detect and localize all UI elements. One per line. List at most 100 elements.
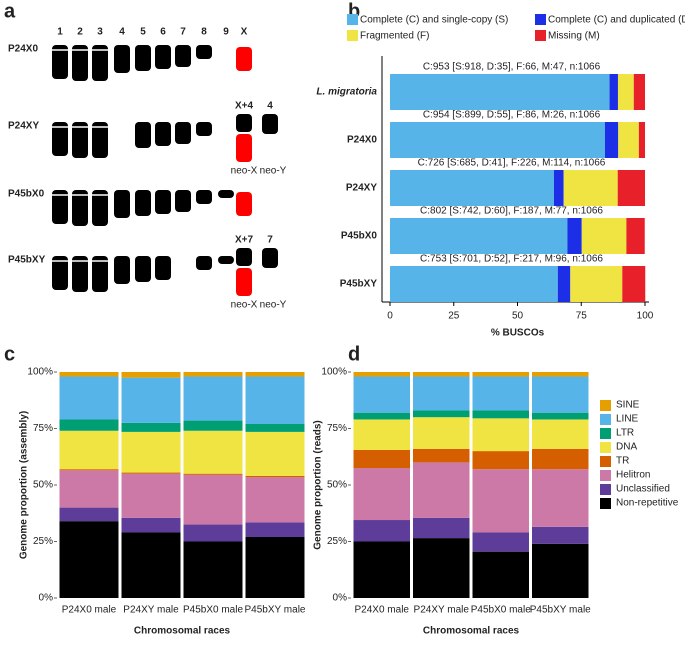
x-tick-label: P24XY male <box>123 605 179 616</box>
y-tick-label: 0% <box>333 593 348 604</box>
bar-segment <box>567 218 582 254</box>
chromosome-number: 7 <box>180 27 186 38</box>
bar-segment <box>183 430 243 474</box>
legend-swatch <box>600 442 611 453</box>
bar-segment <box>121 473 181 518</box>
chromosome <box>72 122 88 158</box>
bar-segment <box>390 74 610 110</box>
legend-swatch <box>600 400 611 411</box>
bar-segment <box>245 372 305 377</box>
y-tick-label: 75% <box>327 423 347 434</box>
bar-annotation: C:954 [S:899, D:55], F:86, M:26, n:1066 <box>423 110 601 121</box>
chromosome <box>262 114 278 134</box>
legend-swatch <box>535 30 546 41</box>
category-label: P45bX0 <box>341 231 378 242</box>
y-tick-label: 25% <box>33 536 53 547</box>
bar-segment <box>638 122 645 158</box>
bar-segment <box>245 423 305 432</box>
y-tick-label: 0% <box>39 593 54 604</box>
bar-segment <box>59 521 119 598</box>
x-tick-label: 25 <box>448 311 460 322</box>
bar-segment <box>121 372 181 378</box>
bar-segment <box>183 473 243 475</box>
bar-segment <box>626 218 645 254</box>
bar-segment <box>570 266 623 302</box>
x-tick-label: P24X0 male <box>355 605 410 616</box>
neo-x-part <box>236 134 252 162</box>
bar-segment <box>609 74 618 110</box>
bar-segment <box>245 376 305 424</box>
x-tick-label: 100 <box>637 311 654 322</box>
category-label: P24XY <box>346 183 377 194</box>
panel-label: d <box>348 343 360 365</box>
bar-segment <box>353 412 410 420</box>
legend-swatch <box>600 456 611 467</box>
category-label: P45bXY <box>340 279 378 290</box>
karyotype-label: P45bX0 <box>8 189 45 200</box>
bar-segment <box>532 543 589 598</box>
neo-y-number: 4 <box>267 101 273 112</box>
chromosome <box>114 45 130 73</box>
legend-swatch <box>600 428 611 439</box>
legend-swatch <box>600 414 611 425</box>
legend-label: Complete (C) and single-copy (S) <box>360 15 508 26</box>
chromosome-number: 1 <box>57 27 63 38</box>
y-tick-label: 50% <box>327 480 347 491</box>
bar-segment <box>617 74 634 110</box>
bar-segment <box>245 431 305 476</box>
chromosome-number: 4 <box>119 27 125 38</box>
bar-segment <box>353 372 410 377</box>
bar-segment <box>622 266 646 302</box>
legend-swatch <box>600 498 611 509</box>
x-axis-title: Chromosomal races <box>134 626 231 637</box>
bar-segment <box>183 372 243 377</box>
x-chromosome <box>236 47 252 71</box>
chromosome-number: 9 <box>223 27 229 38</box>
bar-segment <box>532 372 589 377</box>
chromosome <box>175 45 191 67</box>
x-tick-label: P45bX0 male <box>471 605 531 616</box>
bar-segment <box>245 522 305 537</box>
legend-label: Missing (M) <box>548 31 600 42</box>
bar-segment <box>472 469 529 533</box>
neo-y-number: 7 <box>267 235 273 246</box>
x-tick-label: P45bXY male <box>245 605 306 616</box>
bar-segment <box>390 122 605 158</box>
bar-segment <box>183 420 243 431</box>
bar-segment <box>413 372 470 377</box>
chromosome <box>52 45 68 79</box>
karyotype-label: P24XY <box>8 121 39 132</box>
legend-swatch <box>347 30 358 41</box>
bar-segment <box>59 376 119 420</box>
bar-segment <box>353 468 410 521</box>
chromosome <box>114 190 130 218</box>
bar-annotation: C:753 [S:701, D:52], F:217, M:96, n:1066 <box>420 254 603 265</box>
bar-segment <box>59 372 119 377</box>
karyotype-label: P45bXY <box>8 255 46 266</box>
bar-segment <box>413 410 470 418</box>
legend-label: TR <box>616 456 629 467</box>
bar-segment <box>604 122 619 158</box>
neo-x-label: neo-X <box>231 300 258 311</box>
bar-segment <box>183 376 243 421</box>
chromosome <box>92 45 108 81</box>
chromosome <box>218 190 234 198</box>
neo-y-label: neo-Y <box>260 300 287 311</box>
bar-segment <box>353 541 410 598</box>
legend-label: Helitron <box>616 470 650 481</box>
y-tick-label: 100% <box>27 367 53 378</box>
chromosome <box>236 114 252 132</box>
chromosome <box>72 45 88 81</box>
y-axis-title: Genome proportion (assembly) <box>19 411 30 559</box>
chromosome <box>72 190 88 226</box>
bar-segment <box>59 469 119 471</box>
legend-swatch <box>600 470 611 481</box>
chromosome-number: 6 <box>160 27 166 38</box>
legend-label: Unclassified <box>616 484 670 495</box>
chromosome <box>155 190 171 214</box>
chromosome <box>155 122 171 146</box>
chromosome <box>236 248 252 266</box>
bar-segment <box>472 451 529 470</box>
